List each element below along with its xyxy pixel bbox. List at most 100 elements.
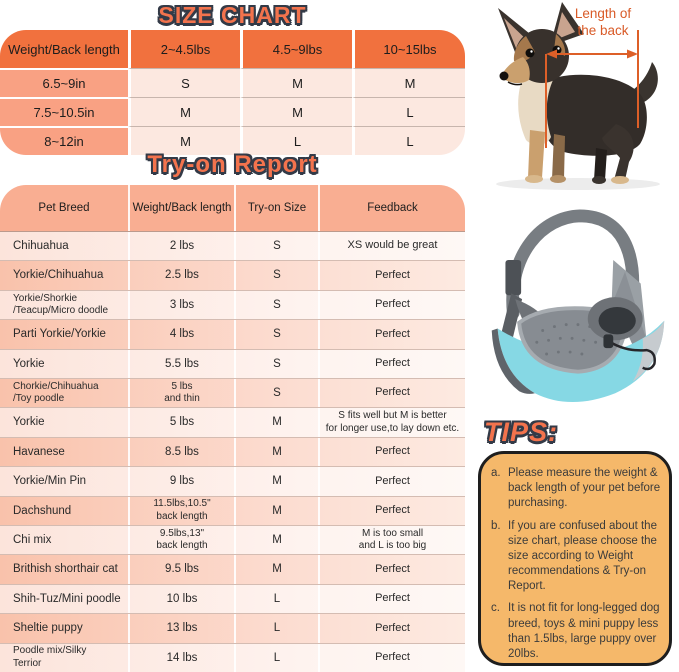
cell-tryon-size: M [234, 496, 318, 526]
cell-pet-breed: Chorkie/Chihuahua /Toy poodle [13, 380, 99, 405]
cell-pet-breed: Sheltie puppy [13, 622, 83, 635]
tip-item-c: c. It is not fit for long-legged dog bre… [491, 601, 661, 662]
table-row: Dachshund 11.5lbs,10.5" back length M Pe… [0, 495, 465, 526]
cell-tryon-size: L [234, 584, 318, 614]
table-row: Yorkie/Shorkie /Teacup/Micro doodle 3 lb… [0, 289, 465, 320]
cell-weight-back-length: 5.5 lbs [128, 349, 234, 379]
cell-weight-back-length: 3 lbs [128, 290, 234, 320]
table-row: Chorkie/Chihuahua /Toy poodle 5 lbs and … [0, 378, 465, 408]
tip-letter: c. [491, 602, 500, 615]
chihuahua-illustration [496, 2, 660, 190]
tryon-report-title: Try-on Report [147, 151, 318, 178]
cell-weight-back-length: 9 lbs [128, 467, 234, 496]
cell-feedback: Perfect [318, 584, 465, 614]
tip-item-b: b. If you are confused about the size ch… [491, 519, 661, 595]
cell-pet-breed: Poodle mix/Silky Terrior [13, 645, 87, 669]
size-value: L [240, 126, 352, 155]
cell-weight-back-length: 5 lbs and thin [128, 379, 234, 408]
sling-carrier-photo [478, 200, 674, 412]
size-value: M [240, 68, 352, 97]
back-length-measurement [545, 30, 639, 148]
cell-tryon-size: M [234, 437, 318, 467]
tip-text: It is not fit for long-legged dog breed,… [508, 602, 660, 660]
table-row: Yorkie/Chihuahua 2.5 lbs S Perfect [0, 260, 465, 290]
table-row: Yorkie 5 lbs M S fits well but M is bett… [0, 407, 465, 437]
cell-feedback: XS would be great [318, 232, 465, 261]
cell-tryon-size: S [234, 232, 318, 261]
tryon-col-header: Weight/Back length [128, 185, 234, 231]
tryon-table-body: Chihuahua 2 lbs S XS would be great York… [0, 232, 465, 672]
cell-feedback: Perfect [318, 614, 465, 643]
cell-tryon-size: M [234, 467, 318, 496]
cell-weight-back-length: 14 lbs [128, 643, 234, 672]
tryon-header-row: Pet Breed Weight/Back length Try-on Size… [0, 185, 465, 232]
size-value: M [128, 97, 240, 126]
table-row: Parti Yorkie/Yorkie 4 lbs S Perfect [0, 319, 465, 349]
size-col-header: Weight/Back length [0, 30, 128, 68]
table-row: Havanese 8.5 lbs M Perfect [0, 436, 465, 467]
dog-photo: Length of the back [468, 0, 679, 192]
size-value: L [352, 97, 465, 126]
cell-tryon-size: L [234, 643, 318, 672]
cell-weight-back-length: 2.5 lbs [128, 261, 234, 290]
cell-pet-breed: Shih-Tuz/Mini poodle [13, 592, 121, 605]
sling-bag-illustration [491, 209, 665, 403]
cell-pet-breed: Yorkie/Min Pin [13, 475, 87, 488]
size-chart-table: Weight/Back length 2~4.5lbs 4.5~9lbs 10~… [0, 30, 465, 155]
cell-feedback: Perfect [318, 467, 465, 496]
size-col-header: 10~15lbs [352, 30, 465, 68]
cell-tryon-size: S [234, 349, 318, 379]
cell-feedback: Perfect [318, 320, 465, 349]
cell-pet-breed: Yorkie/Chihuahua [13, 269, 104, 282]
cell-feedback: Perfect [318, 437, 465, 467]
size-value: M [240, 97, 352, 126]
cell-weight-back-length: 9.5lbs,13" back length [128, 526, 234, 555]
cell-feedback: Perfect [318, 349, 465, 379]
cell-weight-back-length: 4 lbs [128, 320, 234, 349]
cell-tryon-size: S [234, 379, 318, 408]
size-col-header: 2~4.5lbs [128, 30, 240, 68]
back-length-label: Length of the back [574, 6, 632, 38]
cell-feedback: Perfect [318, 290, 465, 320]
tip-letter: a. [491, 467, 501, 479]
cell-weight-back-length: 11.5lbs,10.5" back length [128, 496, 234, 526]
cell-pet-breed: Havanese [13, 445, 65, 458]
cell-pet-breed: Chi mix [13, 534, 52, 547]
size-value: L [352, 126, 465, 155]
tip-letter: b. [491, 519, 501, 532]
cell-tryon-size: M [234, 555, 318, 584]
cell-pet-breed: Chihuahua [13, 240, 69, 253]
tip-text: If you are confused about the size chart… [508, 519, 657, 593]
cell-weight-back-length: 2 lbs [128, 232, 234, 261]
cell-feedback: S fits well but M is better for longer u… [318, 408, 465, 437]
size-value: M [128, 126, 240, 155]
cell-feedback: Perfect [318, 261, 465, 290]
tryon-col-header: Feedback [318, 185, 465, 231]
size-row-label: 6.5~9in [0, 68, 128, 97]
size-col-header: 4.5~9lbs [240, 30, 352, 68]
tips-box: a. Please measure the weight & back leng… [478, 451, 672, 666]
cell-pet-breed: Dachshund [13, 504, 72, 517]
tryon-col-header: Pet Breed [38, 201, 90, 214]
cell-weight-back-length: 8.5 lbs [128, 437, 234, 467]
table-row: Yorkie 5.5 lbs S Perfect [0, 348, 465, 379]
cell-tryon-size: M [234, 526, 318, 555]
cell-tryon-size: L [234, 614, 318, 643]
cell-tryon-size: S [234, 261, 318, 290]
tip-text: Please measure the weight & back length … [508, 467, 661, 510]
table-row: Poodle mix/Silky Terrior 14 lbs L Perfec… [0, 642, 465, 672]
cell-weight-back-length: 13 lbs [128, 614, 234, 643]
table-row: Chi mix 9.5lbs,13" back length M M is to… [0, 525, 465, 555]
table-row: Brithish shorthair cat 9.5 lbs M Perfect [0, 554, 465, 584]
table-row: Yorkie/Min Pin 9 lbs M Perfect [0, 466, 465, 496]
cell-feedback: M is too small and L is too big [318, 526, 465, 555]
size-value: M [352, 68, 465, 97]
size-value: S [128, 68, 240, 97]
tips-title: TIPS: [484, 417, 559, 447]
cell-tryon-size: S [234, 290, 318, 320]
cell-feedback: Perfect [318, 496, 465, 526]
cell-pet-breed: Parti Yorkie/Yorkie [13, 328, 106, 341]
tryon-report-table: Pet Breed Weight/Back length Try-on Size… [0, 185, 465, 672]
cell-tryon-size: S [234, 320, 318, 349]
